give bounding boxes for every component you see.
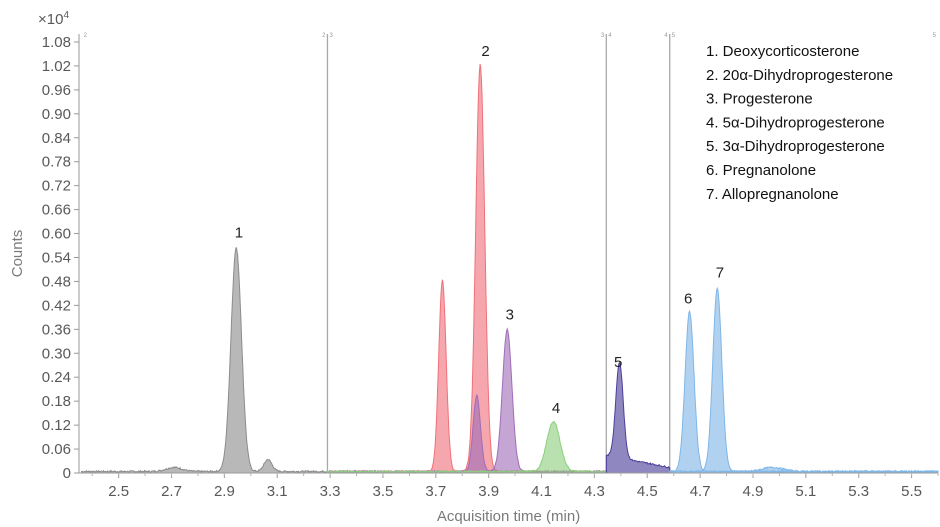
segment-marker: 5 <box>933 33 937 39</box>
x-tick-label: 5.5 <box>901 483 922 500</box>
y-multiplier-exponent: 4 <box>63 10 69 21</box>
segment-marker: 4 <box>664 33 668 39</box>
y-tick-label: 0.18 <box>42 393 71 410</box>
x-tick-label: 5.1 <box>795 483 816 500</box>
y-tick-label: 0.84 <box>42 130 71 147</box>
segment-marker: 2 <box>84 33 88 39</box>
y-tick-label: 1.08 <box>42 34 71 51</box>
y-multiplier: ×104 <box>38 10 69 28</box>
peak-area-1 <box>81 247 328 474</box>
y-tick-label: 0.06 <box>42 441 71 458</box>
x-tick-label: 5.3 <box>848 483 869 500</box>
axes: 0 0.06 0.12 0.18 0.24 0.30 0.36 0.42 0.48 0.54 0.6… <box>42 34 939 500</box>
y-tick-label: 0.48 <box>42 273 71 290</box>
legend-entry-6: 6. Pregnanolone <box>706 162 816 179</box>
x-axis-title: Acquisition time (min) <box>437 508 580 525</box>
peak-area-2 <box>326 64 607 474</box>
y-tick-label: 0.42 <box>42 297 71 314</box>
peak-label-7: 7 <box>716 264 724 281</box>
x-tick-label: 3.7 <box>425 483 446 500</box>
y-tick-label: 0.54 <box>42 249 71 266</box>
segment-marker: 5 <box>672 33 676 39</box>
y-tick-label: 0.90 <box>42 106 71 123</box>
x-tick-label: 3.9 <box>478 483 499 500</box>
legend-entry-2: 2. 20α-Dihydroprogesterone <box>706 67 893 84</box>
x-tick-label: 4.3 <box>584 483 605 500</box>
peak-label-1: 1 <box>235 225 243 242</box>
y-tick-label: 0.60 <box>42 226 71 243</box>
x-tick-label: 3.3 <box>320 483 341 500</box>
peak-label-5: 5 <box>614 354 622 371</box>
x-tick-label: 2.9 <box>214 483 235 500</box>
peak-label-4: 4 <box>552 400 560 417</box>
y-tick-label: 1.02 <box>42 58 71 75</box>
y-tick-label: 0.36 <box>42 321 71 338</box>
peak-area-7 <box>669 286 939 474</box>
peak-label-3: 3 <box>506 306 514 323</box>
legend-entry-3: 3. Progesterone <box>706 91 813 108</box>
y-multiplier-base: ×10 <box>38 11 63 28</box>
segment-marker: 4 <box>608 33 612 39</box>
y-tick-label: 0.24 <box>42 369 71 386</box>
y-tick-label: 0.78 <box>42 154 71 171</box>
y-tick-label: 0 <box>63 465 71 482</box>
y-tick-label: 0.72 <box>42 178 71 195</box>
legend-entry-7: 7. Allopregnanolone <box>706 186 839 203</box>
peak-label-6: 6 <box>684 290 692 307</box>
legend-entry-4: 4. 5α-Dihydroprogesterone <box>706 114 885 131</box>
peak-area-5 <box>605 361 671 474</box>
y-tick-label: 0.96 <box>42 82 71 99</box>
peak-area-3 <box>326 327 607 474</box>
y-tick-label: 0.30 <box>42 345 71 362</box>
x-tick-label: 2.7 <box>161 483 182 500</box>
x-tick-label: 4.7 <box>690 483 711 500</box>
x-tick-label: 3.5 <box>373 483 394 500</box>
peak-areas <box>81 64 939 474</box>
y-tick-label: 0.12 <box>42 417 71 434</box>
y-axis-title: Counts <box>9 230 26 278</box>
peak-labels: 1 2 3 4 5 6 7 <box>235 43 724 417</box>
x-tick-label: 2.5 <box>108 483 129 500</box>
segment-marker: 2 <box>322 33 326 39</box>
peak-area-4 <box>326 420 607 474</box>
y-tick-label: 0.66 <box>42 202 71 219</box>
segment-marker: 3 <box>329 33 333 39</box>
legend: 1. Deoxycorticosterone 2. 20α-Dihydroprog… <box>706 43 893 203</box>
peak-label-2: 2 <box>481 43 489 60</box>
x-tick-label: 4.5 <box>637 483 658 500</box>
x-tick-label: 4.9 <box>743 483 764 500</box>
segment-marker: 3 <box>601 33 605 39</box>
legend-entry-1: 1. Deoxycorticosterone <box>706 43 859 60</box>
x-tick-label: 3.1 <box>267 483 288 500</box>
legend-entry-5: 5. 3α-Dihydroprogesterone <box>706 138 885 155</box>
x-tick-label: 4.1 <box>531 483 552 500</box>
